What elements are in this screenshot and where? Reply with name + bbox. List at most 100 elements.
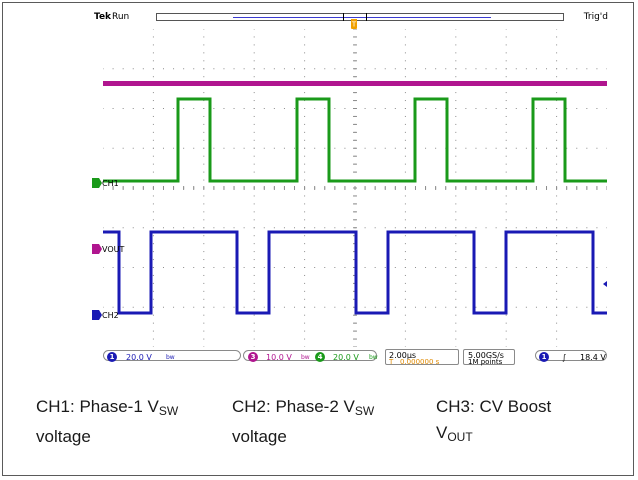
grid-dot <box>404 211 406 213</box>
grid-dot <box>546 147 548 149</box>
ch1-badge: 1 <box>107 352 117 362</box>
center-tick <box>243 186 245 190</box>
grid-dot <box>535 68 537 70</box>
grid-dot <box>152 123 154 125</box>
grid-dot <box>173 68 175 70</box>
center-tick <box>495 186 497 190</box>
grid-dot <box>445 68 447 70</box>
grid-dot <box>455 171 457 173</box>
grid-dot <box>455 203 457 205</box>
grid-dot <box>344 267 346 268</box>
grid-dot <box>435 147 437 149</box>
grid-dot <box>152 147 154 149</box>
center-tick <box>183 186 185 190</box>
position-text: 0.000000 s <box>400 358 440 366</box>
grid-dot <box>253 211 255 213</box>
grid-dot <box>556 211 558 213</box>
grid-dot <box>112 108 114 109</box>
grid-dot <box>414 227 416 229</box>
grid-dot <box>525 147 527 149</box>
grid-dot <box>455 274 457 276</box>
grid-dot <box>374 68 376 70</box>
grid-dot <box>566 306 568 308</box>
grid-dot <box>304 267 306 268</box>
ch1-scale-readout: 1 20.0 V bw <box>103 350 241 362</box>
grid-dot <box>566 227 568 229</box>
grid-dot <box>152 92 154 94</box>
grid-dot <box>546 68 548 70</box>
center-tick <box>546 186 548 190</box>
center-tick <box>556 186 558 190</box>
grid-dot <box>253 251 255 253</box>
waveform-svg <box>103 29 607 347</box>
grid-dot <box>374 306 376 308</box>
grid-dot <box>445 227 447 229</box>
grid-dot <box>162 306 164 308</box>
grid-dot <box>334 267 336 268</box>
grid-dot <box>132 147 134 149</box>
grid-dot <box>273 108 275 109</box>
grid-dot <box>314 227 316 229</box>
grid-dot <box>152 131 154 133</box>
grid-dot <box>404 322 406 324</box>
grid-dot <box>495 147 497 149</box>
center-tick <box>353 123 357 125</box>
grid-dot <box>142 306 144 308</box>
grid-dot <box>253 36 255 38</box>
grid-dot <box>596 227 598 229</box>
grid-dot <box>404 163 406 165</box>
grid-dot <box>495 267 497 268</box>
grid-dot <box>203 338 205 340</box>
center-tick <box>203 186 205 190</box>
grid-dot <box>455 163 457 165</box>
grid-dot <box>304 179 306 181</box>
center-tick <box>122 186 124 190</box>
grid-dot <box>556 60 558 62</box>
grid-dot <box>576 108 578 109</box>
grid-dot <box>556 251 558 253</box>
grid-dot <box>455 330 457 332</box>
center-tick <box>233 186 235 190</box>
center-tick <box>525 186 527 190</box>
grid-dot <box>394 147 396 149</box>
grid-dot <box>455 243 457 245</box>
grid-dot <box>455 68 457 70</box>
grid-dot <box>546 306 548 308</box>
grid-dot <box>304 92 306 94</box>
grid-dot <box>304 306 306 308</box>
grid-dot <box>576 306 578 308</box>
grid-dot <box>556 92 558 94</box>
caption-ch2-line1: CH2: Phase-2 V <box>232 397 355 416</box>
grid-dot <box>556 203 558 205</box>
grid-dot <box>505 44 507 46</box>
grid-dot <box>515 267 517 268</box>
grid-dot <box>364 68 366 70</box>
grid-dot <box>203 195 205 197</box>
sample-rate-text: 5.00GS/s <box>468 351 504 360</box>
grid-dot <box>203 203 205 205</box>
grid-dot <box>404 338 406 340</box>
grid-dot <box>546 108 548 109</box>
grid-dot <box>435 108 437 109</box>
grid-dot <box>304 36 306 38</box>
grid-dot <box>283 306 285 308</box>
grid-dot <box>304 211 306 213</box>
center-tick <box>515 186 517 190</box>
grid-dot <box>253 290 255 292</box>
center-tick <box>353 314 357 316</box>
scope-top-bar: Tek Run Trig'd <box>90 10 608 26</box>
grid-dot <box>132 267 134 268</box>
grid-dot <box>152 115 154 117</box>
grid-dot <box>294 68 296 70</box>
ch1-marker-label: CH1 <box>102 179 119 188</box>
grid-dot <box>596 108 598 109</box>
grid-dot <box>556 108 558 109</box>
grid-dot <box>556 139 558 141</box>
grid-dot <box>152 211 154 213</box>
grid-dot <box>253 52 255 54</box>
grid-dot <box>253 44 255 46</box>
grid-dot <box>455 147 457 149</box>
grid-dot <box>475 68 477 70</box>
grid-dot <box>233 267 235 268</box>
grid-dot <box>253 115 255 117</box>
